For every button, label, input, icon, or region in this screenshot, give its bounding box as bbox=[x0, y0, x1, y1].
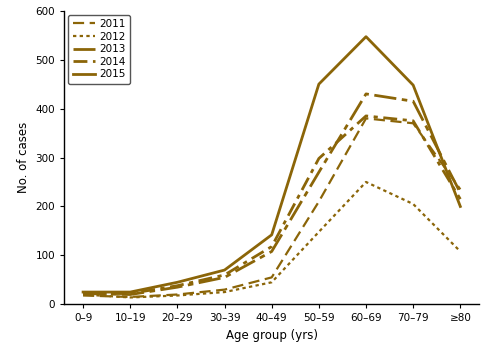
Legend: 2011, 2012, 2013, 2014, 2015: 2011, 2012, 2013, 2014, 2015 bbox=[68, 15, 130, 84]
Y-axis label: No. of cases: No. of cases bbox=[17, 122, 30, 193]
X-axis label: Age group (yrs): Age group (yrs) bbox=[226, 329, 318, 342]
